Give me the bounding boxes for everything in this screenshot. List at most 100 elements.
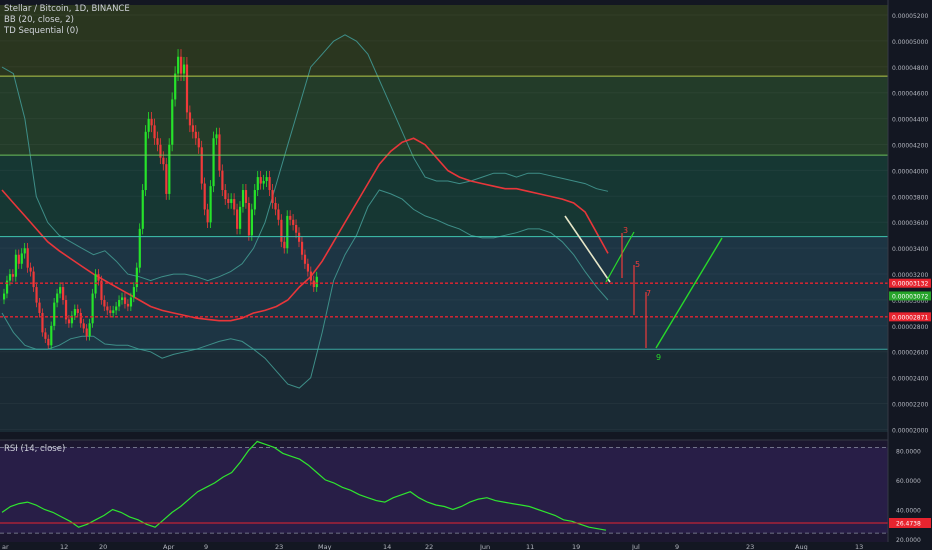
- price-zone: [0, 316, 888, 350]
- candle-body: [53, 302, 56, 326]
- candle-body: [244, 190, 248, 203]
- symbol-title[interactable]: Stellar / Bitcoin, 1D, BINANCE: [4, 4, 130, 14]
- rsi-axis-label: 60.0000: [896, 478, 921, 485]
- price-axis-label: 0.00003000: [892, 298, 928, 305]
- price-axis-label: 0.00003800: [892, 194, 928, 201]
- candle-body: [295, 224, 298, 233]
- candle-body: [268, 177, 271, 191]
- price-zone: [0, 236, 888, 284]
- bb-basis-line: [1, 137, 609, 322]
- rsi-axis-label: 80.0000: [896, 448, 921, 455]
- price-badge-label: 0.00002871: [892, 314, 928, 321]
- candle-body: [300, 241, 304, 255]
- candle-body: [14, 254, 17, 277]
- candle-body: [3, 293, 6, 300]
- price-axis-label: 0.00004800: [892, 65, 928, 72]
- price-badge-label: 0.00003072: [892, 293, 928, 300]
- candle-body: [115, 306, 118, 311]
- candle-body: [138, 228, 141, 268]
- candle-body: [283, 241, 286, 249]
- time-axis-label: Apr: [163, 543, 175, 550]
- time-axis-label: 9: [204, 543, 208, 550]
- candle-body: [265, 177, 268, 181]
- rsi-badge-label: 26.4738: [896, 521, 921, 528]
- price-badge: [889, 312, 931, 322]
- candle-body: [135, 267, 138, 288]
- candle-body: [180, 56, 183, 74]
- candle-body: [280, 219, 283, 242]
- candle-body: [82, 323, 85, 329]
- candle-body: [67, 319, 71, 324]
- candle-body: [76, 309, 79, 313]
- candle-body: [17, 254, 20, 264]
- time-axis-label: 20: [99, 543, 107, 550]
- time-axis-label: 12: [60, 543, 68, 550]
- time-axis-panel: [0, 542, 932, 550]
- time-axis-label: Aug: [795, 543, 808, 550]
- rsi-indicator-label[interactable]: RSI (14, close): [4, 444, 66, 454]
- candle-body: [227, 199, 230, 203]
- price-badge: [889, 291, 931, 301]
- time-axis-label: 19: [572, 543, 580, 550]
- bb-lower-line: [1, 189, 609, 389]
- trend-line: [564, 215, 611, 283]
- candle-body: [309, 271, 312, 281]
- candle-body: [26, 248, 29, 268]
- candle-body: [209, 186, 212, 223]
- candle-body: [100, 280, 103, 301]
- price-badge-label: 0.00003132: [892, 281, 928, 288]
- chart-legend: Stellar / Bitcoin, 1D, BINANCE BB (20, c…: [4, 4, 130, 37]
- candle-body: [171, 99, 174, 145]
- price-axis-label: 0.00002000: [892, 427, 928, 434]
- candle-body: [218, 134, 221, 171]
- candle-body: [97, 274, 100, 281]
- horizontal-levels: [0, 75, 888, 350]
- price-axis-label: 0.00004000: [892, 168, 928, 175]
- price-axis-label: 0.00002800: [892, 324, 928, 331]
- rsi-line: [1, 440, 607, 531]
- price-axis-label: 0.00004200: [892, 143, 928, 150]
- candle-body: [121, 297, 124, 301]
- candle-body: [197, 138, 200, 148]
- price-axis-label: 0.00002400: [892, 376, 928, 383]
- rsi-axis-label: 40.0000: [896, 507, 921, 514]
- candle-body: [126, 303, 130, 307]
- time-axis-label: Jul: [631, 543, 640, 550]
- candle-body: [212, 138, 215, 187]
- candle-body: [162, 157, 165, 165]
- candle-body: [141, 190, 144, 229]
- bb-indicator-label[interactable]: BB (20, close, 2): [4, 15, 74, 25]
- candle-body: [129, 297, 133, 307]
- candle-body: [286, 215, 289, 249]
- candle-body: [236, 209, 239, 229]
- candle-body: [239, 206, 242, 229]
- candle-body: [132, 287, 135, 298]
- candle-body: [185, 64, 189, 113]
- candle-body: [32, 271, 35, 288]
- candle-body: [253, 190, 256, 210]
- bb-upper-line: [1, 34, 609, 282]
- candle-body: [73, 309, 76, 316]
- candle-body: [118, 300, 121, 307]
- price-axis-label: 0.00004600: [892, 91, 928, 98]
- td-indicator-label[interactable]: TD Sequential (0): [4, 26, 79, 36]
- candle-body: [271, 190, 274, 203]
- candle-body: [259, 177, 262, 184]
- candle-body: [11, 274, 15, 277]
- candle-body: [168, 144, 171, 194]
- price-axis-label: 0.00005000: [892, 39, 928, 46]
- time-axis-label: 9: [675, 543, 679, 550]
- time-axis-label: 14: [383, 543, 391, 550]
- candle-body: [47, 338, 50, 346]
- candle-body: [20, 253, 23, 264]
- projection-arrow: [605, 231, 635, 283]
- candle-body: [174, 73, 177, 100]
- price-zone: [0, 76, 888, 156]
- candle-body: [182, 64, 186, 74]
- price-zone: [0, 283, 888, 317]
- time-axis-label: 23: [275, 543, 283, 550]
- candle-body: [59, 287, 62, 294]
